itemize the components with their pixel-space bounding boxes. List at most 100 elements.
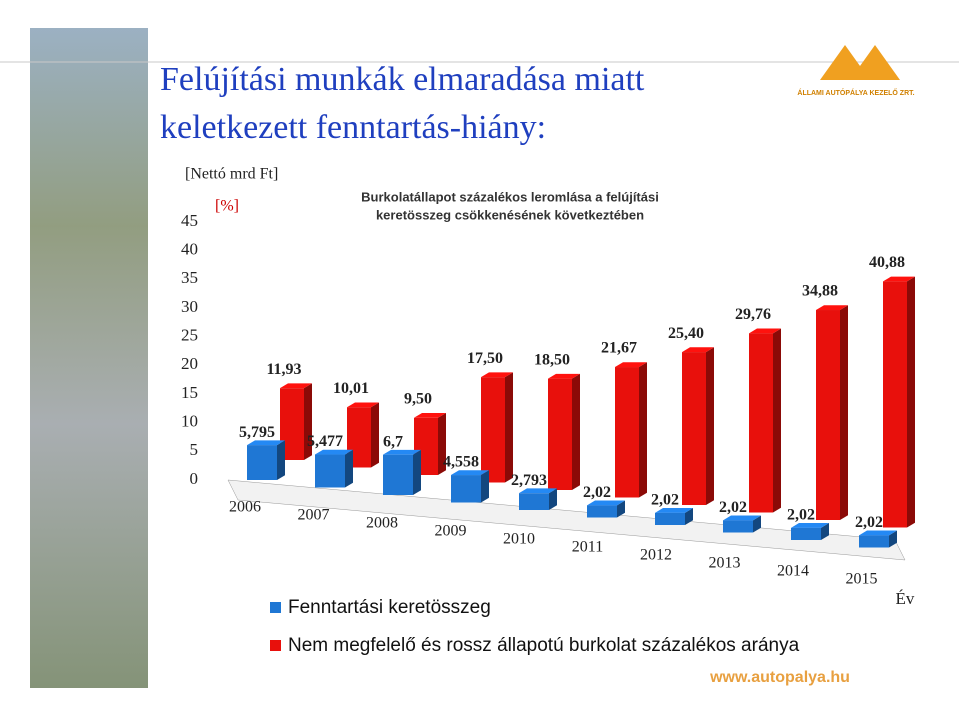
bar: [451, 475, 481, 503]
data-label: 6,7: [383, 433, 403, 450]
bar-top: [548, 373, 580, 379]
x-tick-label: 2012: [640, 547, 672, 564]
bar: [315, 454, 345, 488]
bar-side: [549, 488, 557, 510]
bar-side: [371, 402, 379, 468]
slide-title: Felújítási munkák elmaradása miatt: [160, 61, 645, 98]
data-label: 9,50: [404, 390, 432, 407]
bar-top: [414, 413, 446, 418]
bar-top: [383, 449, 421, 455]
bar: [883, 281, 907, 528]
bar-side: [304, 383, 312, 460]
bar: [587, 505, 617, 518]
bar-top: [816, 305, 848, 311]
bar-side: [481, 470, 489, 503]
bar: [615, 367, 639, 498]
logo-shape: [850, 45, 900, 80]
y-tick-label: 10: [181, 412, 198, 431]
x-tick-label: 2009: [435, 523, 467, 540]
bar: [655, 512, 685, 525]
y-tick-label: 45: [181, 211, 198, 230]
data-label: 40,88: [869, 254, 905, 271]
bar-side: [505, 372, 513, 483]
bar-top: [347, 402, 379, 408]
bar-side: [821, 523, 829, 540]
data-label: 2,02: [583, 484, 611, 501]
bar-side: [889, 530, 897, 548]
y-axis-label: [Nettó mrd Ft]: [185, 166, 278, 183]
bar: [548, 378, 572, 490]
data-label: 25,40: [668, 325, 704, 342]
bar-top: [519, 488, 557, 494]
y-tick-label: 35: [181, 268, 198, 287]
y-tick-label: 5: [190, 440, 199, 459]
bar-top: [749, 328, 781, 334]
y-tick-label: 30: [181, 297, 198, 316]
data-label: 2,02: [855, 514, 883, 531]
data-label: 29,76: [735, 306, 771, 323]
chart-title: Burkolatállapot százalékos leromlása a f…: [361, 189, 659, 204]
bar-top: [655, 508, 693, 513]
photo-strip: [30, 28, 148, 688]
data-label: 5,795: [239, 424, 275, 441]
logo-text: ÁLLAMI AUTÓPÁLYA KEZELŐ ZRT.: [797, 88, 914, 97]
data-label: 11,93: [266, 361, 301, 378]
bar-side: [907, 276, 915, 528]
bar: [816, 310, 840, 520]
bar-side: [685, 508, 693, 525]
data-label: 4,558: [443, 454, 479, 471]
chart-title: keretösszeg csökkenésének következtében: [376, 207, 644, 222]
legend-swatch: [270, 640, 281, 651]
bar-side: [840, 305, 848, 520]
data-label: 2,02: [651, 492, 679, 509]
data-label: 2,02: [787, 507, 815, 524]
data-label: 21,67: [601, 340, 637, 357]
x-tick-label: 2006: [229, 499, 261, 516]
y-axis-label: [%]: [215, 198, 239, 215]
data-label: 2,02: [719, 499, 747, 516]
bar: [481, 377, 505, 483]
y-tick-label: 40: [181, 240, 198, 259]
bar-top: [247, 440, 285, 446]
bar-side: [753, 515, 761, 533]
bar: [749, 333, 773, 513]
y-tick-label: 0: [190, 469, 199, 488]
bar-side: [706, 347, 714, 505]
data-label: 5,477: [307, 433, 343, 450]
x-axis-label: Év: [896, 589, 915, 608]
data-label: 17,50: [467, 350, 503, 367]
x-tick-label: 2010: [503, 531, 535, 548]
slide-title: keletkezett fenntartás-hiány:: [160, 109, 546, 146]
x-tick-label: 2007: [298, 507, 330, 524]
bar: [682, 352, 706, 505]
x-tick-label: 2014: [777, 563, 809, 580]
x-tick-label: 2008: [366, 515, 398, 532]
bar: [383, 454, 413, 495]
bar-side: [277, 440, 285, 480]
legend-label: Fenntartási keretösszeg: [288, 597, 491, 618]
y-tick-label: 15: [181, 383, 198, 402]
data-label: 2,793: [511, 472, 547, 489]
bar-top: [451, 470, 489, 476]
footer-url: www.autopalya.hu: [709, 669, 850, 686]
bar-top: [280, 383, 312, 389]
bar-top: [859, 530, 897, 536]
bar: [723, 520, 753, 533]
bar-top: [791, 523, 829, 528]
bar-top: [315, 449, 353, 455]
legend-label: Nem megfelelő és rossz állapotú burkolat…: [288, 635, 800, 656]
bar-top: [883, 276, 915, 282]
x-tick-label: 2013: [709, 555, 741, 572]
bar: [791, 527, 821, 540]
y-tick-label: 20: [181, 354, 198, 373]
bar-side: [617, 500, 625, 518]
y-tick-label: 25: [181, 326, 198, 345]
bar-top: [587, 500, 625, 506]
bar: [519, 493, 549, 510]
bar-side: [773, 328, 781, 513]
bar: [247, 445, 277, 480]
data-label: 10,01: [333, 380, 369, 397]
x-tick-label: 2011: [572, 539, 603, 556]
